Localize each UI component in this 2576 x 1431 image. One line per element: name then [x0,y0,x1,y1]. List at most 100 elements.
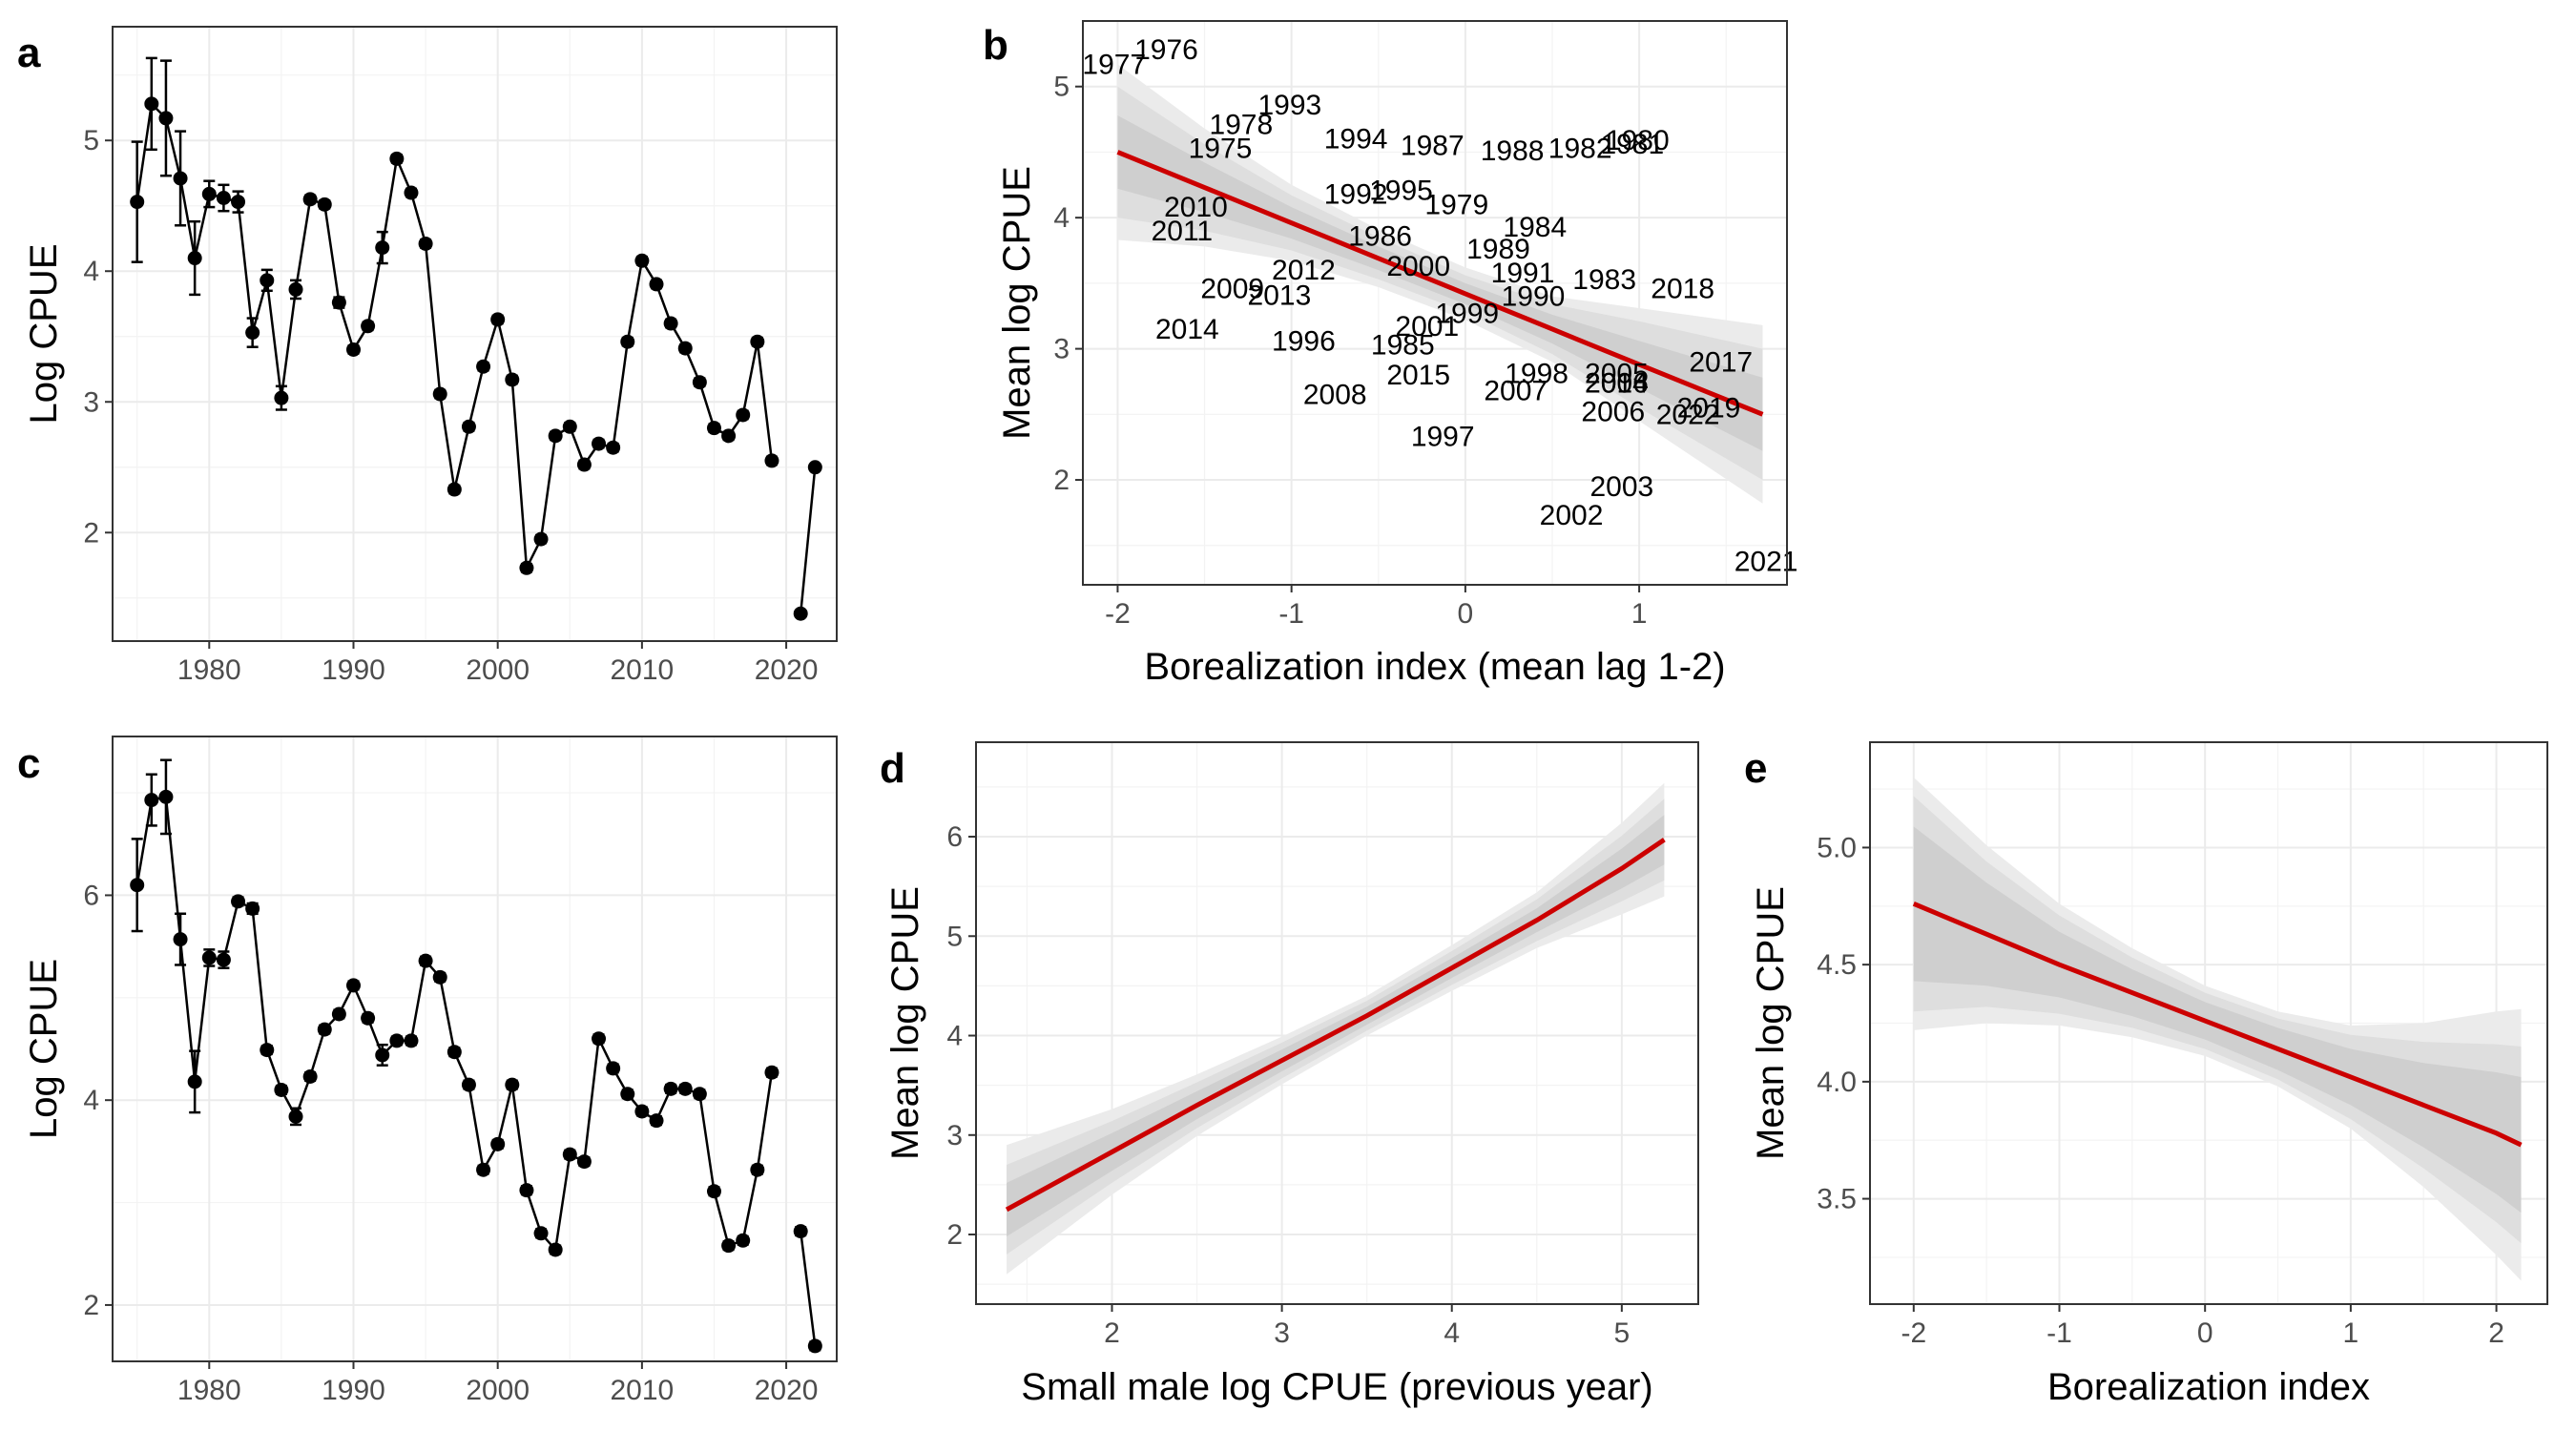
year-label: 2004 [1585,367,1649,399]
y-tick-label: 6 [83,880,99,911]
panel-border [1082,20,1788,586]
year-label: 1994 [1324,124,1388,156]
year-label: 1993 [1257,90,1321,121]
panel-border [1869,741,2548,1305]
y-tick-label: 4.0 [1817,1067,1857,1098]
x-tick-label: 1990 [322,1375,385,1406]
x-tick-label: 2020 [755,1375,819,1406]
data-point [361,319,376,334]
data-point [173,171,188,186]
data-point [375,240,390,256]
data-point [807,1338,822,1354]
year-label: 2010 [1164,192,1228,223]
data-point [158,111,174,126]
data-point [663,1081,678,1096]
year-label: 1990 [1502,281,1566,313]
year-label: 2009 [1200,273,1264,304]
x-tick-label: 1 [1631,598,1648,630]
panel-tag: b [983,22,1008,69]
data-point [519,560,534,575]
data-point [634,253,650,268]
y-tick-label: 5 [83,125,99,156]
year-label: 2019 [1677,392,1741,424]
data-point [461,419,476,434]
year-label: 1989 [1466,234,1530,265]
data-point [201,950,217,965]
data-point [144,793,159,808]
data-point [706,1184,721,1199]
data-point [216,190,231,205]
data-point [288,1109,303,1124]
data-point [736,1233,751,1248]
panel-background [113,27,837,641]
data-point [245,325,260,341]
ci-band-inner [1913,826,2522,1213]
y-tick-label: 3 [946,1120,963,1151]
year-label: 1978 [1209,110,1273,141]
data-point [634,1104,650,1119]
x-tick-label: 4 [1444,1317,1460,1349]
data-point [505,372,520,387]
year-label: 2018 [1651,273,1714,304]
data-point [302,192,318,207]
x-tick-label: 0 [1458,598,1474,630]
series-line [799,1231,817,1347]
data-point [389,1033,405,1048]
y-tick-label: 4 [83,256,99,287]
year-label: 1987 [1401,131,1465,162]
data-point [576,457,592,472]
year-label: 2015 [1386,360,1450,391]
x-axis-title: Small male log CPUE (previous year) [1021,1366,1652,1408]
data-point [562,1147,577,1162]
y-tick-label: 5 [946,921,963,952]
data-point [750,334,765,349]
data-point [764,453,779,468]
year-label: 2002 [1540,500,1604,531]
year-label: 2005 [1585,359,1649,390]
x-tick-label: 2010 [611,654,675,686]
data-point [706,421,721,436]
data-point [721,428,737,444]
data-point [302,1068,318,1084]
year-label: 1979 [1424,189,1488,220]
data-point [418,236,433,251]
x-tick-label: 3 [1274,1317,1290,1349]
panel-tag: e [1744,745,1767,792]
year-label: 2016 [1585,367,1649,399]
x-axis-title: Borealization index [2047,1366,2370,1408]
y-axis-title: Mean log CPUE [884,886,926,1160]
panel-tag: d [880,745,905,792]
x-tick-label: 1 [2343,1317,2359,1349]
data-point [432,969,447,985]
data-point [331,295,346,310]
year-label: 2000 [1386,251,1450,282]
data-point [793,606,808,621]
data-point [432,386,447,402]
panel-a: 1980 1990 2000 2010 2020 2 3 4 5 Log CPUE a [17,26,838,686]
data-point [490,312,506,327]
x-tick-label: 2 [1104,1317,1120,1349]
data-point [461,1077,476,1092]
data-point [533,1226,549,1241]
panel-d: 2 3 4 5 2 3 4 5 6 Mean log CPUE Small male log CPU… [880,741,1699,1408]
data-point [288,281,303,297]
x-axis-title: Borealization index (mean lag 1-2) [1144,646,1725,688]
x-tick-label: -1 [2046,1317,2072,1349]
x-tick-label: 1990 [322,654,385,686]
year-label: 1996 [1272,325,1336,357]
year-label: 1997 [1411,422,1475,453]
data-point [736,407,751,423]
year-label: 1981 [1600,129,1664,160]
data-point [231,894,246,909]
data-point [649,277,664,292]
data-point [201,186,217,201]
y-tick-label: 2 [1053,465,1070,496]
year-label: 2007 [1484,376,1548,407]
year-label: 1985 [1371,329,1435,361]
data-point [764,1065,779,1080]
data-point [505,1077,520,1092]
year-label: 2021 [1735,546,1798,577]
x-tick-label: 2020 [755,654,819,686]
year-label: 2022 [1656,399,1720,430]
data-point [130,195,145,210]
